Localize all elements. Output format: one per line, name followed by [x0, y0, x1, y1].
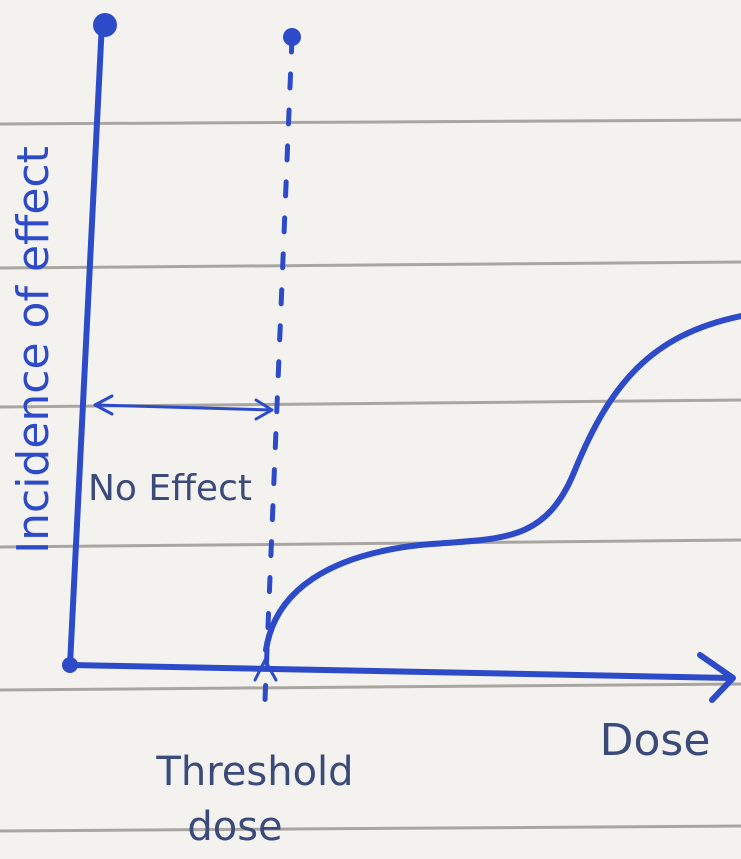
no-effect-label: No Effect [88, 468, 252, 509]
y-axis-end [93, 13, 117, 37]
y-axis-label: Incidence of effect [8, 146, 59, 554]
threshold-label-line1: Threshold [155, 749, 353, 795]
threshold-line-end [283, 28, 301, 46]
x-axis-label: Dose [600, 715, 711, 766]
threshold-label-line2: dose [187, 804, 282, 850]
diagram: Incidence of effect No Effect Dose Thres… [0, 0, 741, 859]
